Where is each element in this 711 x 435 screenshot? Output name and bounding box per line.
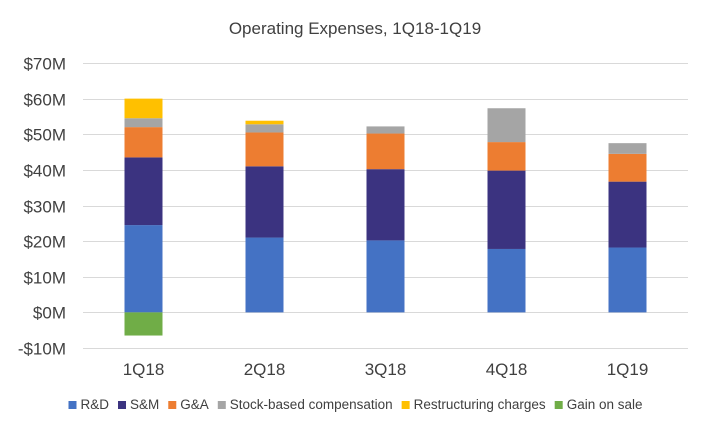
legend-swatch [118, 401, 127, 409]
bars [124, 98, 647, 336]
bar-segment-s-m-4q18 [487, 170, 526, 249]
x-tick-label: 2Q18 [244, 360, 286, 379]
legend-label: Gain on sale [567, 397, 643, 412]
legend-swatch [68, 401, 77, 409]
legend-label: S&M [130, 397, 159, 412]
legend-item: Restructuring charges [401, 397, 546, 412]
bar-segment-g-a-4q18 [487, 142, 526, 171]
bar-segment-restructuring-charges-2q18 [245, 120, 284, 125]
y-tick-label: $20M [23, 233, 66, 252]
bar-segment-stock-based-compensation-2q18 [245, 124, 284, 133]
y-axis-tick-labels: -$10M $0M $10M $20M $30M $40M $50M $60M $70M [18, 55, 66, 359]
y-tick-label: $10M [23, 269, 66, 288]
bar-segment-stock-based-compensation-1q18 [124, 118, 163, 128]
x-tick-label: 1Q18 [123, 360, 165, 379]
x-tick-label: 4Q18 [486, 360, 528, 379]
y-tick-label: $50M [23, 126, 66, 145]
x-tick-label: 3Q18 [365, 360, 407, 379]
legend-label: Restructuring charges [414, 397, 546, 412]
bar-segment-stock-based-compensation-4q18 [487, 108, 526, 143]
bar-segment-g-a-1q18 [124, 127, 163, 158]
y-tick-label: $70M [23, 55, 66, 74]
legend-swatch [217, 401, 226, 409]
bar-segment-g-a-2q18 [245, 132, 284, 167]
x-tick-label: 1Q19 [607, 360, 649, 379]
legend-item: R&D [68, 397, 109, 412]
bar-segment-restructuring-charges-1q18 [124, 98, 163, 119]
bar-segment-g-a-3q18 [366, 133, 405, 170]
bar-segment-s-m-1q18 [124, 157, 163, 226]
legend-item: S&M [118, 397, 159, 412]
bar-segment-r-d-3q18 [366, 240, 405, 313]
y-tick-label: $0M [33, 304, 66, 323]
y-tick-label: -$10M [18, 340, 66, 359]
legend-label: Stock-based compensation [230, 397, 393, 412]
legend-item: Stock-based compensation [217, 397, 393, 412]
bar-segment-g-a-1q19 [608, 153, 647, 182]
x-axis-tick-labels: 1Q18 2Q18 3Q18 4Q18 1Q19 [123, 360, 649, 379]
bar-segment-r-d-2q18 [245, 237, 284, 313]
bar-segment-r-d-1q19 [608, 247, 647, 313]
bar-segment-gain-on-sale-1q18 [124, 312, 163, 336]
legend-item: G&A [168, 397, 209, 412]
legend-label: G&A [180, 397, 209, 412]
chart-title: Operating Expenses, 1Q18-1Q19 [229, 19, 481, 38]
bar-segment-r-d-1q18 [124, 225, 163, 313]
legend-swatch [168, 401, 177, 409]
bar-segment-s-m-2q18 [245, 166, 284, 238]
bar-segment-stock-based-compensation-3q18 [366, 126, 405, 134]
bar-segment-r-d-4q18 [487, 248, 526, 313]
bar-segment-s-m-1q19 [608, 181, 647, 248]
legend: R&D S&M G&A Stock-based compensation Restruc… [68, 397, 643, 412]
y-tick-label: $40M [23, 162, 66, 181]
legend-swatch [401, 401, 410, 409]
legend-label: R&D [80, 397, 109, 412]
y-tick-label: $60M [23, 91, 66, 110]
legend-item: Gain on sale [554, 397, 643, 412]
bar-segment-s-m-3q18 [366, 169, 405, 241]
legend-swatch [554, 401, 563, 409]
bar-segment-stock-based-compensation-1q19 [608, 143, 647, 154]
y-tick-label: $30M [23, 198, 66, 217]
